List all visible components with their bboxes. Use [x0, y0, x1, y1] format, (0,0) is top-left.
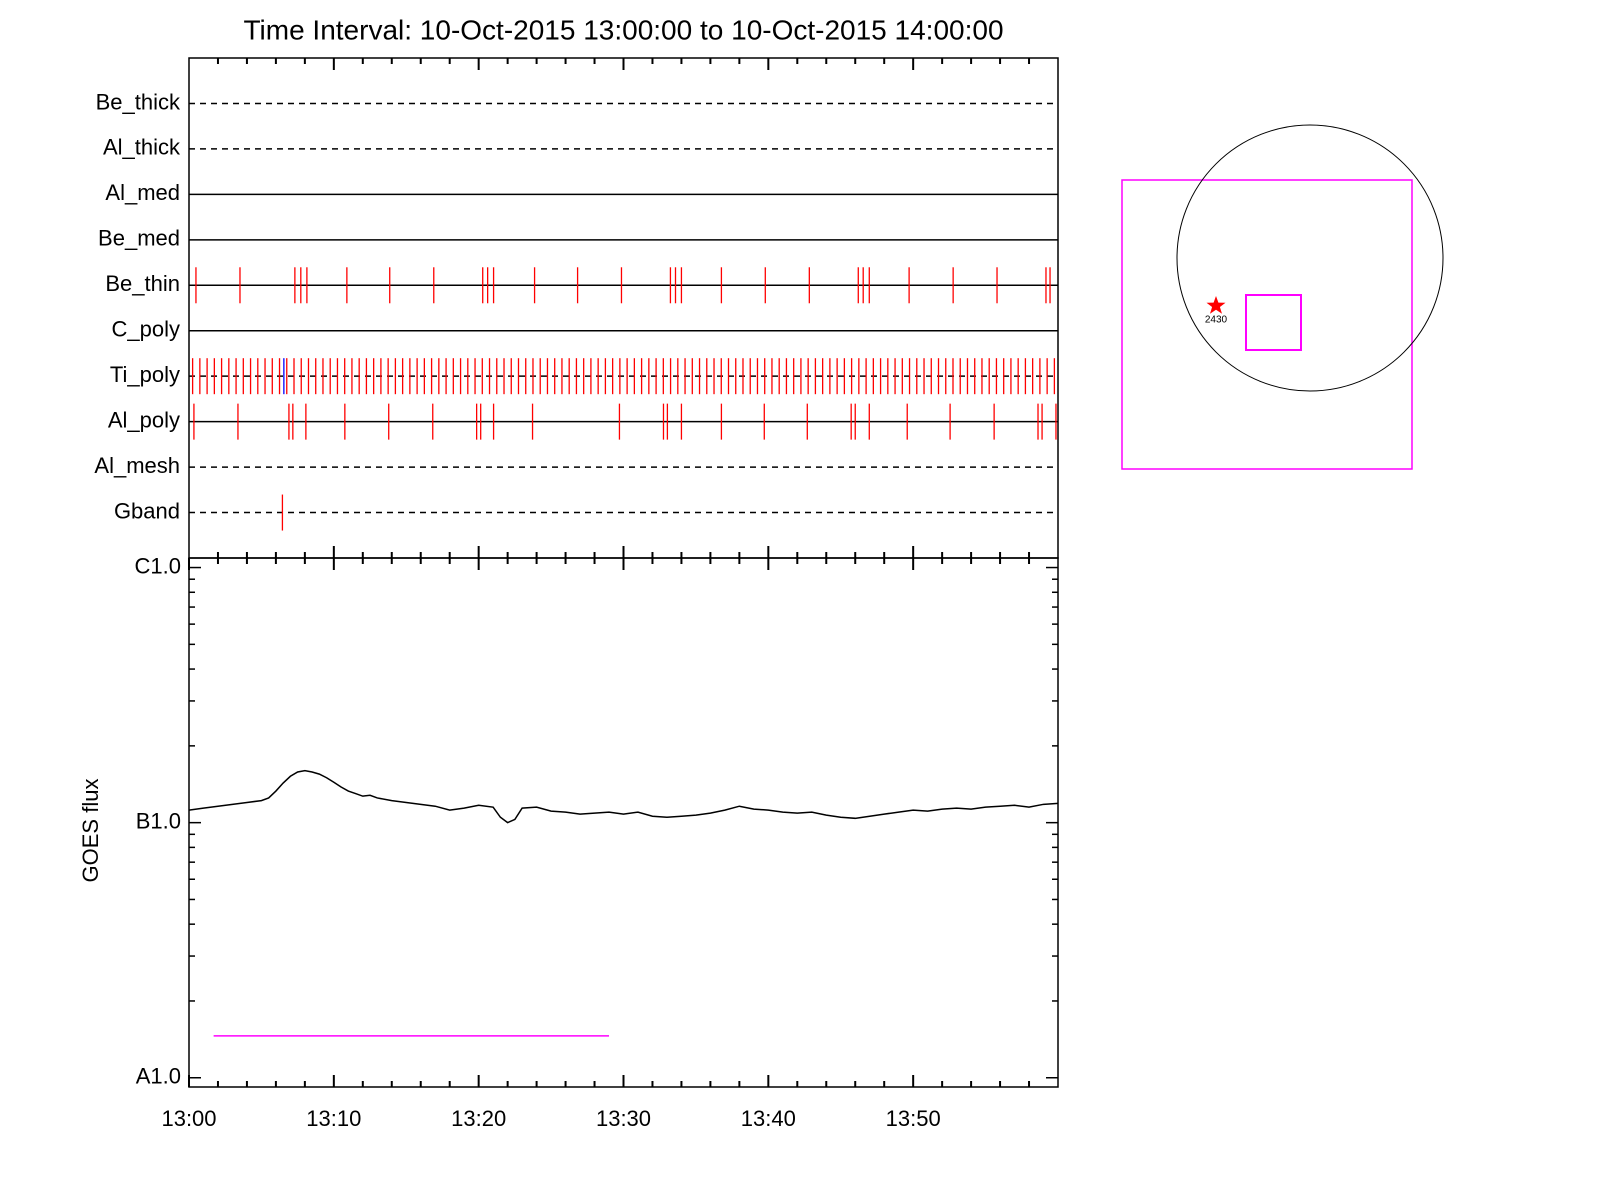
row-label: Be_med: [98, 226, 180, 251]
x-tick-label: 13:40: [741, 1106, 796, 1131]
row-label: Be_thin: [105, 271, 180, 296]
target-box: [1245, 294, 1302, 351]
region-label: 2430: [1205, 315, 1228, 326]
x-tick-label: 13:10: [306, 1106, 361, 1131]
region-star: [1206, 296, 1226, 314]
y-tick-label: A1.0: [136, 1064, 181, 1089]
row-label: Al_mesh: [94, 453, 180, 478]
solar-disk: [1176, 124, 1444, 392]
x-tick-label: 13:30: [596, 1106, 651, 1131]
x-tick-label: 13:50: [886, 1106, 941, 1131]
series-line: [188, 769, 1059, 824]
solar-map: 2430: [1121, 124, 1444, 470]
row-label: Al_poly: [108, 407, 180, 432]
row-label: Ti_poly: [110, 362, 180, 387]
fov-box: [1121, 179, 1413, 470]
x-tick-label: 13:20: [451, 1106, 506, 1131]
row-label: C_poly: [112, 317, 180, 342]
y-tick-label: C1.0: [135, 553, 181, 578]
row-label: Gband: [114, 498, 180, 523]
y-axis-label: GOES flux: [78, 779, 103, 883]
row-label: Al_thick: [103, 135, 181, 160]
chart-title: Time Interval: 10-Oct-2015 13:00:00 to 1…: [243, 14, 1003, 45]
x-tick-label: 13:00: [161, 1106, 216, 1131]
y-tick-label: B1.0: [136, 808, 181, 833]
row-label: Al_med: [105, 180, 180, 205]
row-label: Be_thick: [96, 89, 181, 114]
